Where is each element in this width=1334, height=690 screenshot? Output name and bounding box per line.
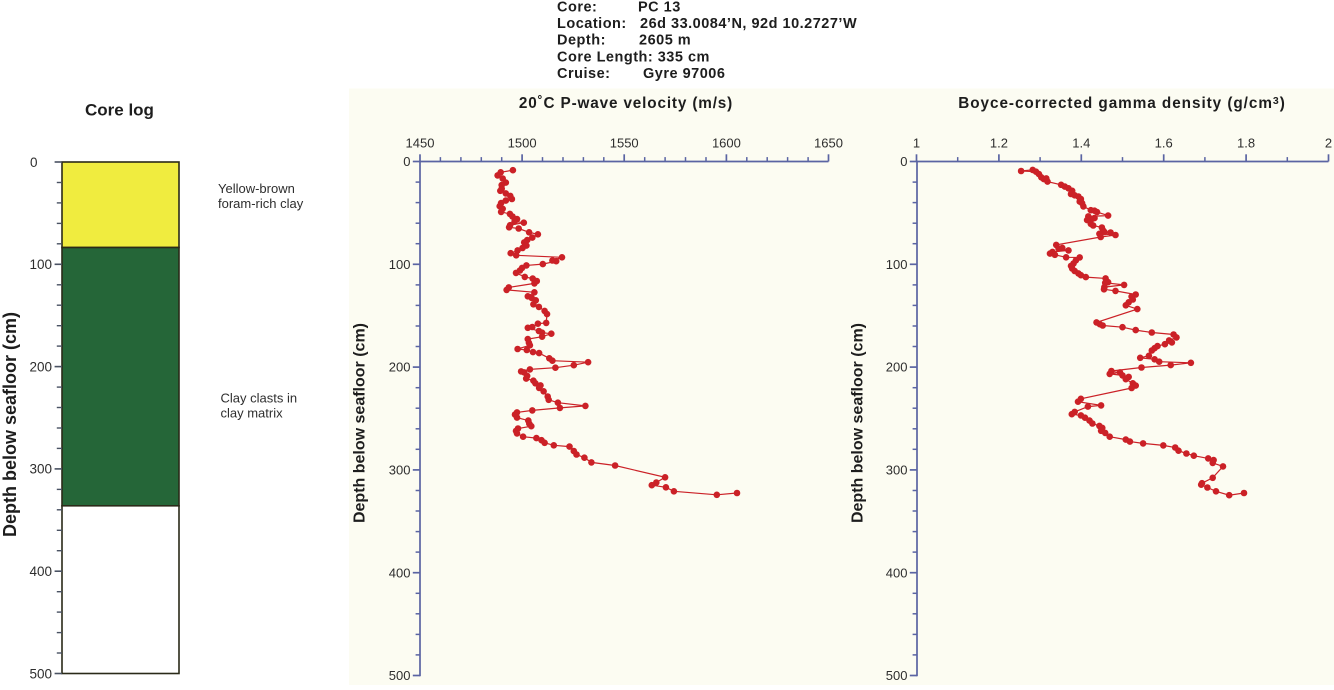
svg-text:200: 200 (29, 359, 52, 374)
svg-text:Gyre 97006: Gyre 97006 (643, 66, 725, 82)
svg-text:100: 100 (29, 257, 52, 272)
svg-text:1.2: 1.2 (990, 136, 1008, 151)
svg-text:1650: 1650 (814, 136, 843, 151)
svg-text:Depth below seafloor (cm): Depth below seafloor (cm) (352, 323, 369, 523)
svg-text:200: 200 (886, 360, 908, 375)
svg-text:1.4: 1.4 (1072, 136, 1090, 151)
svg-text:Core log: Core log (85, 101, 154, 120)
svg-text:1600: 1600 (712, 136, 741, 151)
svg-text:Depth below seafloor (cm): Depth below seafloor (cm) (0, 312, 20, 537)
svg-text:Clay clasts in: Clay clasts in (221, 391, 298, 406)
svg-text:0: 0 (403, 154, 410, 169)
svg-text:400: 400 (389, 565, 411, 580)
svg-text:1500: 1500 (508, 136, 537, 151)
svg-text:100: 100 (886, 257, 908, 272)
svg-text:1.6: 1.6 (1155, 136, 1173, 151)
svg-text:PC 13: PC 13 (638, 0, 681, 15)
svg-text:Location:: Location: (557, 16, 627, 32)
svg-text:2605 m: 2605 m (639, 33, 691, 49)
svg-text:26d 33.0084’N, 92d 10.2727’W: 26d 33.0084’N, 92d 10.2727’W (640, 16, 857, 32)
svg-text:100: 100 (389, 257, 411, 272)
svg-text:foram-rich clay: foram-rich clay (218, 196, 304, 211)
svg-text:300: 300 (886, 463, 908, 478)
svg-text:Core Length: 335 cm: Core Length: 335 cm (557, 49, 710, 65)
svg-text:Boyce-corrected gamma density: Boyce-corrected gamma density (g/cm3) (958, 95, 1285, 112)
svg-text:1550: 1550 (610, 136, 639, 151)
svg-text:400: 400 (886, 565, 908, 580)
svg-text:20˚C P-wave velocity (m/s): 20˚C P-wave velocity (m/s) (519, 95, 733, 112)
svg-text:500: 500 (389, 668, 411, 683)
svg-text:clay matrix: clay matrix (221, 406, 284, 421)
svg-text:1450: 1450 (406, 136, 435, 151)
svg-text:1.8: 1.8 (1237, 136, 1255, 151)
svg-text:Depth below seafloor (cm): Depth below seafloor (cm) (850, 323, 867, 523)
svg-text:500: 500 (886, 668, 908, 683)
svg-text:200: 200 (389, 360, 411, 375)
svg-text:0: 0 (30, 155, 38, 170)
svg-text:500: 500 (29, 666, 52, 681)
svg-text:400: 400 (29, 564, 52, 579)
svg-text:300: 300 (29, 462, 52, 477)
svg-text:2: 2 (1325, 136, 1332, 151)
svg-text:Cruise:: Cruise: (557, 66, 610, 82)
svg-text:1: 1 (913, 136, 920, 151)
svg-text:Core:: Core: (557, 0, 597, 15)
svg-text:Yellow-brown: Yellow-brown (218, 181, 295, 196)
svg-text:300: 300 (389, 463, 411, 478)
svg-text:Depth:: Depth: (557, 33, 606, 49)
svg-text:0: 0 (900, 154, 907, 169)
